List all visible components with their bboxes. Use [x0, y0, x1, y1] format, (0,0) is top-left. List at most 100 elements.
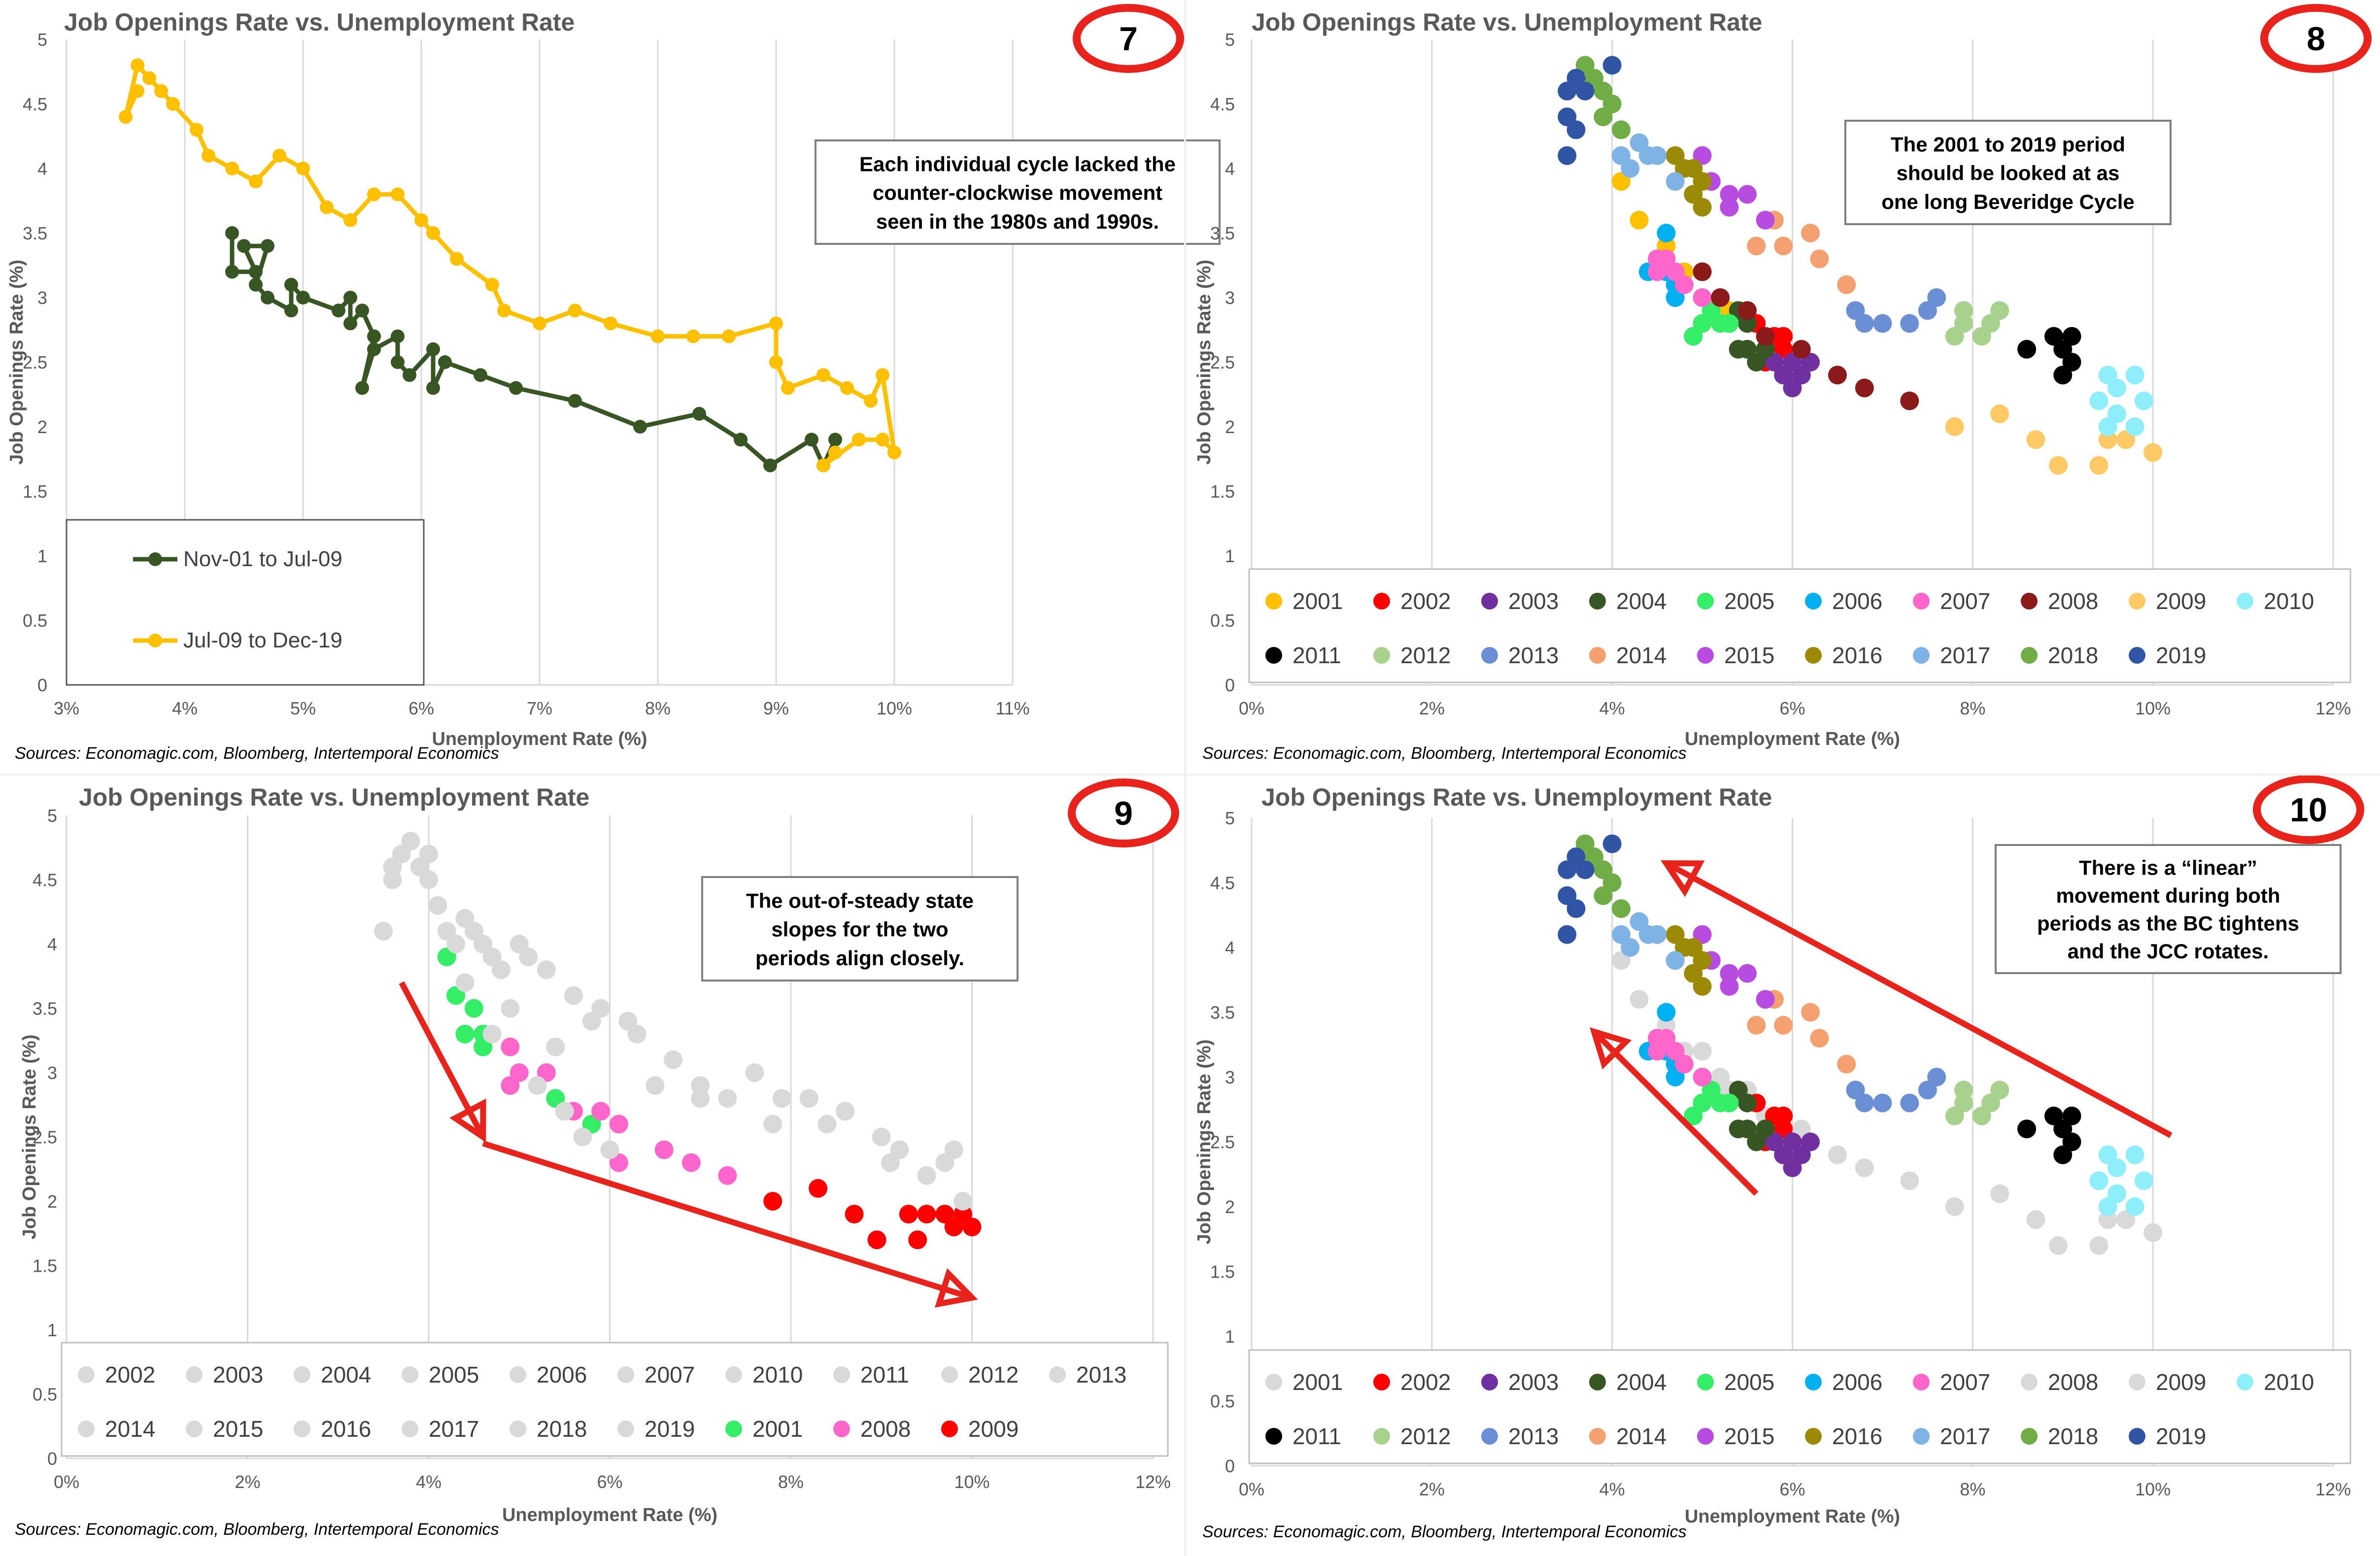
legend-marker: [2237, 593, 2253, 609]
data-point: [419, 845, 438, 864]
y-tick-label: 0.5: [1210, 610, 1235, 631]
data-point: [426, 381, 440, 395]
legend-label: 2016: [1832, 1423, 1882, 1449]
data-point: [1945, 417, 1964, 436]
legend-marker: [1805, 1428, 1822, 1445]
y-tick-label: 3: [47, 1063, 57, 1083]
data-point: [237, 239, 251, 253]
data-point: [1657, 1003, 1676, 1022]
data-point: [482, 1024, 502, 1044]
legend-marker: [2021, 647, 2038, 664]
data-point: [1558, 925, 1577, 944]
data-point: [284, 304, 298, 318]
data-point: [1675, 275, 1694, 294]
data-point: [343, 213, 357, 227]
data-point: [763, 1115, 782, 1134]
series-2009: [1945, 404, 2163, 475]
legend-marker: [1913, 593, 1930, 609]
annotation-box: [1995, 844, 2342, 974]
legend-marker: [1589, 593, 1606, 609]
series-2004: [1729, 301, 1775, 372]
y-tick-label: 4: [1225, 159, 1235, 179]
legend-label: 2011: [1292, 643, 1341, 668]
y-axis-label: Job Openings Rate (%): [19, 1035, 40, 1240]
data-point: [1945, 327, 1964, 346]
source-note: Sources: Economagic.com, Bloomberg, Inte…: [1202, 744, 1687, 763]
trend-arrow: [1592, 1029, 1759, 1196]
legend-label: 2008: [2048, 1369, 2098, 1395]
data-point: [604, 316, 617, 331]
data-point: [501, 1037, 520, 1056]
annotation-text: Each individual cycle lacked the: [859, 152, 1176, 175]
data-point: [474, 368, 487, 382]
legend-marker: [2129, 647, 2145, 664]
y-tick-label: 2.5: [1210, 352, 1235, 372]
data-point: [692, 406, 706, 421]
data-point: [509, 381, 523, 395]
data-point: [1566, 120, 1586, 139]
legend-label: 2012: [968, 1362, 1019, 1387]
legend-marker: [1265, 1428, 1282, 1445]
y-tick-label: 3.5: [1210, 223, 1235, 243]
legend-marker: [1373, 1374, 1390, 1390]
legend-marker: [1697, 1428, 1714, 1445]
data-point: [320, 200, 334, 214]
legend-label: 2010: [2264, 1369, 2314, 1395]
trend-arrow-head: [1590, 1027, 1632, 1070]
data-point: [2053, 1145, 2073, 1164]
panel-number-badge: [1068, 778, 1179, 847]
y-tick-label: 1.5: [1210, 481, 1235, 502]
data-point: [2134, 1171, 2153, 1190]
y-tick-label: 4: [1225, 938, 1235, 958]
series-2017: [1611, 912, 1685, 970]
legend-marker: [1913, 1428, 1930, 1445]
legend-label: 2010: [2264, 588, 2314, 614]
data-point: [455, 973, 475, 992]
trend-arrow: [1665, 860, 2173, 1138]
y-tick-label: 0: [1225, 1456, 1235, 1476]
data-point: [367, 329, 381, 343]
legend-marker: [2129, 1374, 2145, 1390]
data-point: [225, 265, 239, 279]
data-point: [2098, 1210, 2117, 1229]
data-point: [1927, 288, 1946, 307]
data-point: [564, 986, 583, 1005]
legend-marker: [2237, 1374, 2253, 1390]
x-tick-label: 8%: [778, 1472, 804, 1492]
data-point: [1693, 262, 1712, 281]
data-point: [501, 1076, 520, 1095]
data-point: [2125, 417, 2144, 436]
legend-marker: [78, 1366, 95, 1383]
data-point: [828, 433, 842, 447]
chart-panel-p8: Job Openings Rate vs. Unemployment Rate 0…: [1194, 4, 2372, 763]
data-point: [1954, 1081, 1973, 1100]
legend-label: 2001: [1292, 1369, 1343, 1395]
data-point: [1720, 185, 1739, 204]
data-point: [1711, 288, 1730, 307]
data-point: [899, 1205, 918, 1224]
legend-marker: [78, 1421, 95, 1437]
x-tick-label: 2%: [1419, 698, 1445, 718]
data-point: [401, 832, 420, 851]
data-point: [646, 1076, 665, 1095]
y-tick-label: 5: [47, 806, 57, 826]
data-point: [763, 1192, 782, 1211]
panel-number: 9: [1114, 795, 1133, 832]
legend-label: 2017: [1940, 643, 1990, 668]
data-point: [845, 1205, 864, 1224]
data-point: [391, 355, 405, 369]
series-2007: [1648, 1029, 1712, 1086]
data-point: [1611, 899, 1631, 918]
legend-label: 2002: [1400, 1369, 1451, 1395]
data-point: [2125, 1197, 2144, 1216]
legend-label: 2002: [105, 1362, 155, 1387]
x-axis-label: Unemployment Rate (%): [502, 1505, 717, 1525]
y-tick-label: 1: [1225, 546, 1235, 566]
trend-arrow: [482, 1140, 973, 1301]
y-tick-label: 4.5: [23, 94, 47, 114]
data-point: [249, 277, 263, 292]
data-point: [225, 162, 239, 175]
legend-label: 2019: [645, 1416, 695, 1442]
data-point: [836, 1102, 855, 1121]
x-tick-label: 12%: [1135, 1472, 1171, 1492]
